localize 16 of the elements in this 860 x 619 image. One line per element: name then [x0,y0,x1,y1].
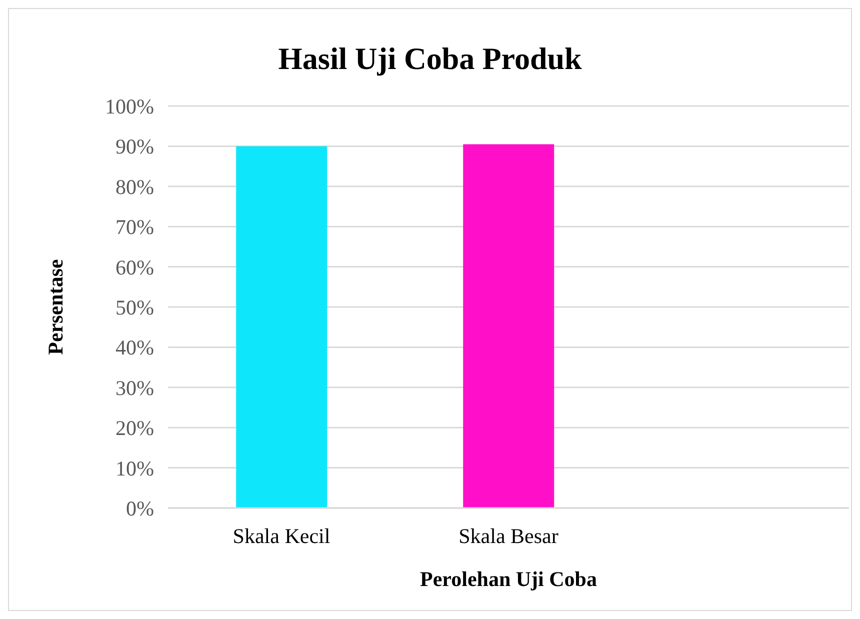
y-tick-label: 90% [116,134,154,159]
y-tick-label: 10% [116,456,154,480]
y-tick-label: 100% [105,94,154,118]
y-tick-label: 60% [116,255,154,280]
x-tick-label: Skala Besar [458,524,558,548]
y-tick-label: 30% [116,376,154,400]
y-tick-label: 0% [126,496,154,520]
chart-title: Hasil Uji Coba Produk [277,41,583,77]
y-tick-label: 50% [116,295,154,320]
y-tick-label: 80% [116,174,154,199]
y-tick-label: 70% [116,215,154,240]
x-tick-label: Skala Kecil [232,524,330,548]
y-tick-label: 20% [116,416,154,440]
y-tick-label: 40% [116,336,154,360]
y-axis-title: Persentase [43,259,68,355]
x-axis-title: Perolehan Uji Coba [420,567,598,591]
